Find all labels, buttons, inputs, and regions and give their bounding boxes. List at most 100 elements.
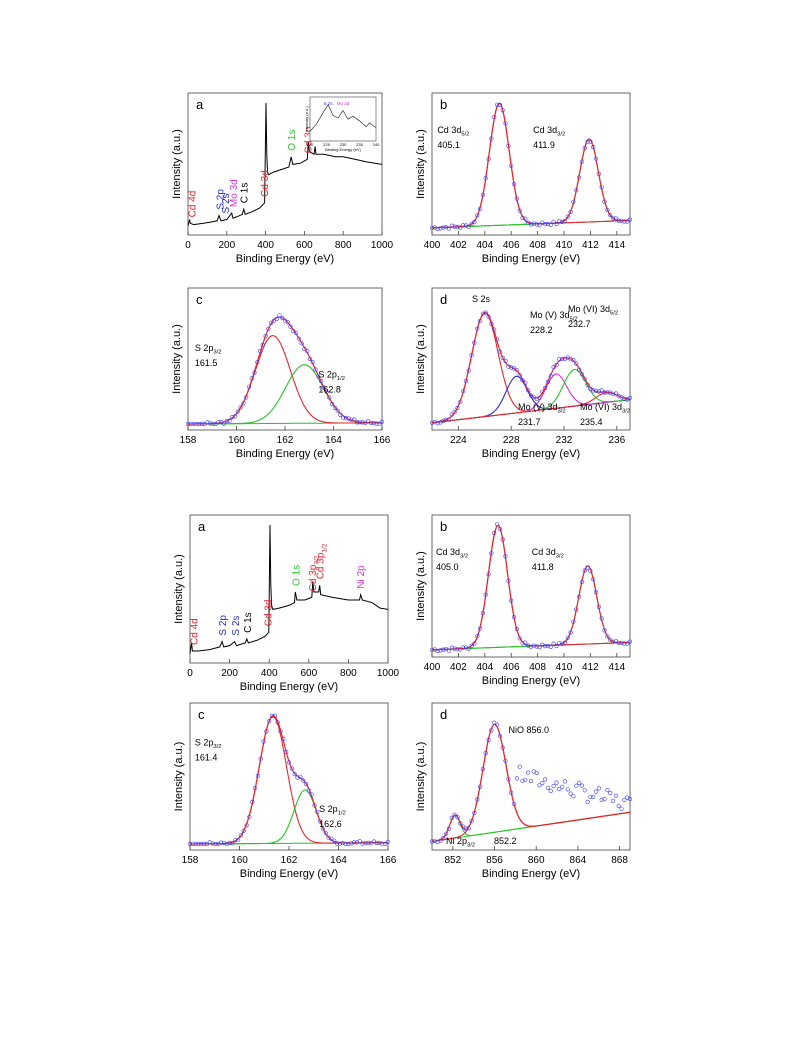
data-point bbox=[602, 199, 607, 204]
data-point bbox=[495, 722, 500, 727]
inset-tick-label: 220 bbox=[307, 142, 314, 147]
component-peak bbox=[431, 524, 630, 651]
peak-value: 162.6 bbox=[319, 819, 342, 829]
data-point bbox=[571, 619, 576, 624]
x-tick-label: 412 bbox=[582, 240, 599, 251]
data-point bbox=[610, 639, 616, 644]
data-point bbox=[627, 217, 633, 222]
data-point bbox=[272, 713, 278, 718]
data-point bbox=[213, 841, 218, 847]
data-point bbox=[255, 360, 260, 365]
y-axis-label: Intensity (a.u.) bbox=[171, 129, 183, 199]
panel-letter: a bbox=[198, 519, 206, 534]
data-point bbox=[497, 102, 503, 107]
panel-bot_a: 0 200 400 600 800 1000 Binding Energy (eV) Inte… bbox=[173, 514, 400, 693]
data-point bbox=[478, 206, 483, 211]
x-axis-label: Binding Energy (eV) bbox=[482, 448, 580, 460]
data-point bbox=[568, 357, 573, 362]
data-point bbox=[452, 646, 457, 651]
data-point bbox=[534, 644, 539, 649]
data-point bbox=[500, 745, 505, 750]
x-tick-label: 400 bbox=[424, 662, 441, 673]
data-point bbox=[275, 720, 280, 725]
data-point bbox=[449, 645, 454, 650]
data-point bbox=[486, 572, 491, 577]
data-point bbox=[537, 783, 542, 788]
data-point bbox=[438, 226, 443, 231]
data-point bbox=[313, 367, 318, 372]
y-axis-label: Intensity (a.u.) bbox=[415, 324, 427, 394]
plot-frame bbox=[431, 287, 631, 431]
peak-value: 231.7 bbox=[518, 417, 541, 427]
panel-top_c: 158 160 162 164 166 Binding Energy (eV) Intens… bbox=[171, 287, 391, 460]
data-point bbox=[540, 389, 545, 394]
data-point bbox=[312, 803, 317, 808]
data-point bbox=[446, 648, 452, 653]
panel-bot_d: 852 856 860 864 868 Binding Energy (eV) Intens… bbox=[415, 702, 633, 880]
data-point bbox=[576, 780, 582, 786]
data-point bbox=[446, 417, 452, 422]
data-point bbox=[585, 799, 590, 805]
data-point bbox=[458, 225, 463, 230]
data-point bbox=[492, 720, 497, 725]
data-point bbox=[435, 421, 440, 426]
data-point bbox=[253, 785, 258, 791]
data-point bbox=[534, 396, 539, 401]
data-point bbox=[537, 644, 542, 650]
data-point bbox=[303, 781, 309, 787]
data-point bbox=[599, 185, 604, 190]
data-point bbox=[472, 340, 477, 345]
data-point bbox=[368, 420, 374, 426]
data-point bbox=[520, 378, 525, 383]
data-point bbox=[429, 420, 435, 425]
y-axis-label: Intensity (a.u.) bbox=[415, 129, 427, 199]
data-point bbox=[475, 634, 480, 639]
data-point bbox=[326, 835, 331, 840]
data-point bbox=[537, 395, 542, 400]
peak-label: NiO 856.0 bbox=[509, 725, 550, 735]
data-point bbox=[444, 417, 449, 422]
data-point bbox=[374, 421, 379, 426]
data-point bbox=[526, 643, 531, 648]
envelope-curve bbox=[188, 316, 382, 425]
data-point bbox=[286, 760, 292, 765]
data-point bbox=[263, 334, 268, 339]
data-point bbox=[551, 219, 556, 224]
data-point bbox=[571, 199, 576, 204]
data-point bbox=[520, 778, 525, 783]
data-point bbox=[299, 341, 304, 346]
peak-label: S 2p3/2 bbox=[195, 738, 222, 751]
data-point bbox=[441, 835, 446, 841]
data-point bbox=[591, 145, 596, 150]
peak-label: Mo (V) 3d5/2 bbox=[530, 310, 578, 323]
data-point bbox=[557, 219, 562, 224]
data-point bbox=[565, 635, 570, 640]
inset-tick-label: 225 bbox=[323, 142, 330, 147]
data-point bbox=[625, 219, 630, 224]
peak-label: Cd 3d3/2 bbox=[436, 547, 468, 560]
peak-label: Cd 4d bbox=[190, 618, 201, 645]
data-point bbox=[593, 789, 599, 794]
data-point bbox=[579, 372, 585, 377]
data-point bbox=[224, 841, 229, 847]
data-point bbox=[483, 176, 488, 181]
data-point bbox=[301, 778, 306, 783]
peak-label: Mo 3d bbox=[229, 179, 240, 207]
x-tick-label: 166 bbox=[380, 855, 397, 866]
data-point bbox=[340, 840, 345, 846]
data-point bbox=[559, 356, 565, 362]
x-tick-label: 166 bbox=[374, 435, 391, 446]
survey-spectrum bbox=[189, 524, 389, 654]
data-point bbox=[383, 841, 388, 846]
data-point bbox=[429, 225, 435, 230]
data-point bbox=[238, 833, 243, 838]
plot-frame bbox=[189, 514, 389, 664]
data-point bbox=[302, 346, 307, 352]
data-point bbox=[576, 367, 582, 372]
data-point bbox=[360, 420, 365, 425]
component-peak bbox=[431, 375, 631, 424]
data-point bbox=[374, 840, 379, 846]
data-point bbox=[310, 360, 315, 365]
data-point bbox=[337, 841, 343, 846]
data-point bbox=[514, 368, 520, 373]
